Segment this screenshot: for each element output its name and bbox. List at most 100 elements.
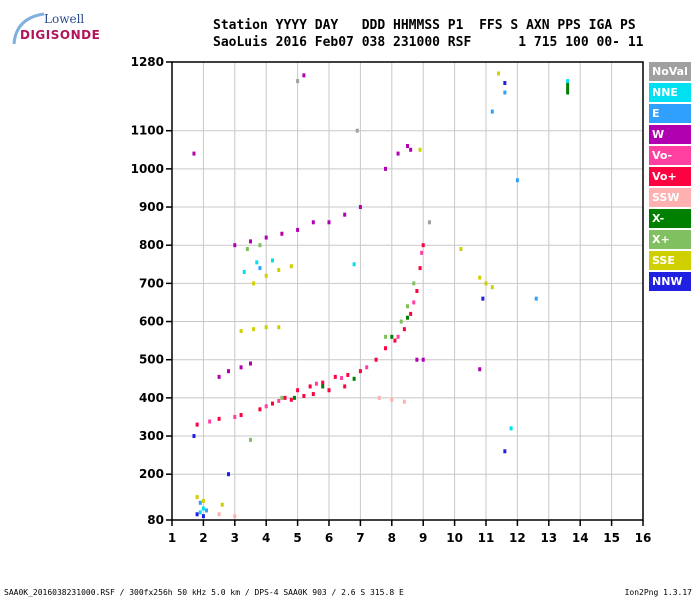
- x-tick-label: 13: [540, 531, 557, 545]
- data-point-nnw: [227, 472, 231, 477]
- data-point-e: [515, 178, 519, 183]
- data-point-e: [534, 296, 538, 301]
- data-point-vo: [314, 381, 318, 386]
- legend: NoVal NNE E W Vo- Vo+ SSW X- X+ SSE NNW: [649, 62, 691, 293]
- plot-frame: [171, 61, 644, 521]
- data-point-w: [192, 151, 196, 156]
- data-point-vo: [365, 365, 369, 370]
- data-point-w: [478, 367, 482, 372]
- x-tick-label: 5: [293, 531, 301, 545]
- data-point-sse: [484, 281, 488, 286]
- data-point-nnw: [195, 512, 199, 517]
- data-point-ssw: [217, 512, 221, 517]
- data-point-sse: [252, 281, 256, 286]
- x-tick-label: 1: [168, 531, 176, 545]
- data-point-sse: [418, 147, 422, 152]
- data-point-vo: [321, 380, 325, 385]
- digisonde-logo: Lowell DIGISONDE: [8, 10, 100, 50]
- data-point-sse: [195, 495, 199, 500]
- data-point-x: [384, 334, 388, 339]
- data-point-nne: [509, 426, 513, 431]
- legend-item-vo: Vo+: [649, 167, 691, 186]
- y-tick-label: 500: [139, 353, 164, 367]
- data-point-x: [352, 376, 356, 381]
- data-point-vo: [239, 413, 243, 418]
- y-tick-label: 600: [139, 315, 164, 329]
- data-point-vo: [302, 393, 306, 398]
- data-point-vo: [258, 407, 262, 412]
- y-tick-label: 1280: [131, 55, 164, 69]
- data-point-nnw: [481, 296, 485, 301]
- x-tick-label: 12: [509, 531, 526, 545]
- data-point-sse: [289, 264, 293, 269]
- data-point-w: [343, 212, 347, 217]
- data-point-ssw: [377, 395, 381, 400]
- data-point-x: [280, 395, 284, 400]
- data-point-vo: [384, 346, 388, 351]
- data-point-w: [384, 166, 388, 171]
- data-point-sse: [264, 273, 268, 278]
- y-tick-label: 1000: [131, 162, 164, 176]
- data-point-x: [321, 384, 325, 389]
- data-point-sse: [497, 71, 501, 76]
- data-point-vo: [283, 395, 287, 400]
- y-tick-label: 200: [139, 467, 164, 481]
- data-point-nnw: [503, 449, 507, 454]
- data-point-sse: [201, 498, 205, 503]
- data-point-w: [239, 365, 243, 370]
- data-point-x: [390, 334, 394, 339]
- data-point-vo: [264, 404, 268, 409]
- y-tick-label: 80: [147, 513, 164, 527]
- data-point-ssw: [402, 399, 406, 404]
- data-point-x: [412, 281, 416, 286]
- data-point-x: [566, 90, 570, 95]
- data-point-w: [415, 357, 419, 362]
- data-point-nne: [242, 269, 246, 274]
- data-point-vo: [346, 372, 350, 377]
- data-point-vo: [420, 250, 424, 255]
- data-point-x: [566, 86, 570, 91]
- data-point-sse: [264, 325, 268, 330]
- data-point-nne: [201, 506, 205, 511]
- x-tick-label: 16: [635, 531, 652, 545]
- data-point-vo: [421, 243, 425, 248]
- data-point-nnw: [192, 434, 196, 439]
- data-point-w: [249, 239, 252, 244]
- x-tick-label: 7: [356, 531, 364, 545]
- data-point-w: [249, 361, 252, 366]
- data-point-x: [258, 243, 262, 248]
- data-point-e: [503, 90, 507, 95]
- data-point-vo: [217, 416, 221, 421]
- data-point-vo: [296, 388, 300, 393]
- data-point-vo: [415, 289, 419, 293]
- data-point-e: [490, 109, 494, 114]
- legend-item-noval: NoVal: [649, 62, 691, 81]
- data-point-ssw: [390, 397, 394, 402]
- data-point-w: [327, 220, 331, 225]
- data-point-vo: [308, 384, 312, 389]
- data-point-vo: [374, 357, 378, 362]
- data-point-w: [217, 374, 221, 379]
- data-point-sse: [459, 247, 463, 252]
- x-tick-label: 8: [388, 531, 396, 545]
- data-point-noval: [296, 79, 300, 84]
- logo-arc-icon: [12, 12, 45, 45]
- data-point-vo: [195, 422, 199, 427]
- x-tick-label: 4: [262, 531, 270, 545]
- data-point-w: [406, 143, 409, 148]
- data-point-sse: [277, 268, 281, 273]
- data-point-e: [198, 500, 202, 505]
- data-point-w: [280, 231, 284, 236]
- data-point-sse: [277, 325, 281, 330]
- y-tick-label: 1100: [131, 124, 164, 138]
- footer-file-info: SAA0K_2016038231000.RSF / 300fx256h 50 k…: [4, 588, 404, 597]
- data-point-w: [233, 243, 237, 248]
- data-point-vo: [277, 398, 281, 403]
- legend-item-nne: NNE: [649, 83, 691, 102]
- data-point-nne: [352, 262, 356, 267]
- data-point-noval: [355, 128, 359, 133]
- data-point-w: [421, 357, 425, 362]
- x-tick-label: 10: [446, 531, 463, 545]
- data-point-vo: [358, 369, 362, 374]
- logo-digisonde-text: DIGISONDE: [20, 28, 101, 42]
